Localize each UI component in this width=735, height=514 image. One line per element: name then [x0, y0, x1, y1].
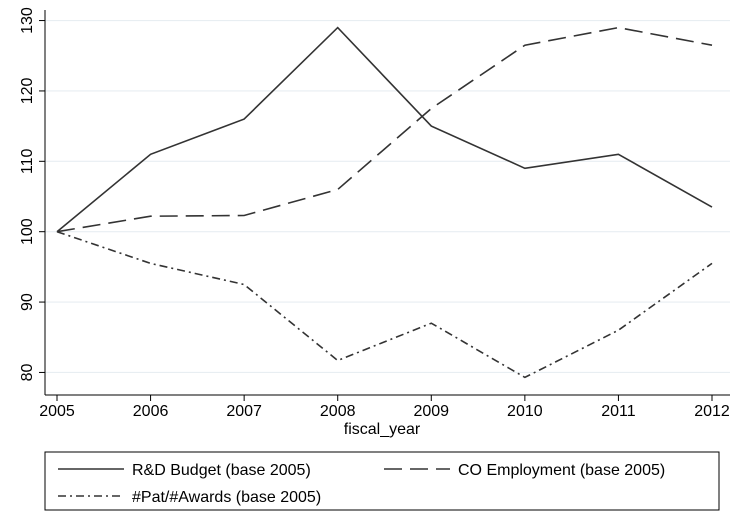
- series-lines: [56, 26, 713, 379]
- series-line-1: [56, 26, 713, 233]
- legend-label-1: CO Employment (base 2005): [458, 462, 665, 479]
- y-tick-label-1: 90: [19, 293, 36, 311]
- x-tick-label-3: 2008: [320, 403, 356, 420]
- x-tick-label-2: 2007: [226, 403, 262, 420]
- series-line-0: [56, 26, 713, 233]
- y-tick-label-4: 120: [19, 77, 36, 104]
- x-tick-label-6: 2011: [601, 403, 636, 420]
- y-tick-label-2: 100: [19, 218, 36, 245]
- x-tick-label-5: 2010: [507, 403, 543, 420]
- grid-lines: [45, 19, 730, 374]
- legend-label-2: #Pat/#Awards (base 2005): [132, 489, 321, 506]
- tick-labels: 80 90 100 110 120 130 2005 2006 2007 2008 2009 2010…: [19, 7, 730, 420]
- series-line-2: [56, 230, 713, 379]
- legend-box: [44, 451, 720, 511]
- x-tick-label-7: 2012: [694, 403, 730, 420]
- legend-label-0: R&D Budget (base 2005): [132, 462, 311, 479]
- axes: [44, 10, 730, 396]
- x-tick-label-0: 2005: [39, 403, 75, 420]
- tick-marks: [39, 20, 713, 401]
- y-tick-label-5: 130: [19, 7, 36, 34]
- y-tick-label-0: 80: [19, 363, 36, 381]
- plot-area: [45, 10, 730, 395]
- x-axis-title: fiscal_year: [344, 421, 421, 438]
- y-tick-label-3: 110: [19, 148, 36, 174]
- x-tick-label-1: 2006: [133, 403, 169, 420]
- x-tick-label-4: 2009: [413, 403, 449, 420]
- legend: R&D Budget (base 2005) CO Employment (bas…: [44, 451, 720, 511]
